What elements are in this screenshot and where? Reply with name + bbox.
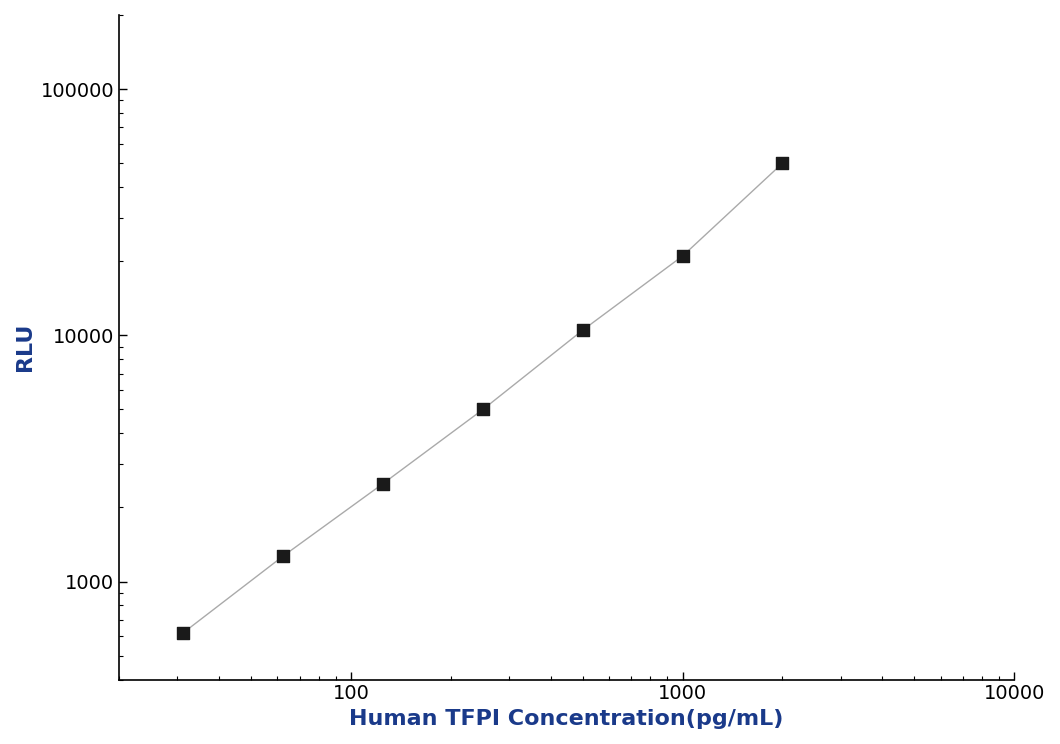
Point — [175, 626, 192, 638]
Point — [774, 157, 791, 169]
X-axis label: Human TFPI Concentration(pg/mL): Human TFPI Concentration(pg/mL) — [350, 709, 783, 729]
Point — [374, 478, 391, 490]
Point — [475, 403, 492, 415]
Y-axis label: RLU: RLU — [15, 323, 35, 371]
Point — [674, 250, 691, 262]
Point — [575, 324, 591, 336]
Point — [275, 550, 292, 562]
